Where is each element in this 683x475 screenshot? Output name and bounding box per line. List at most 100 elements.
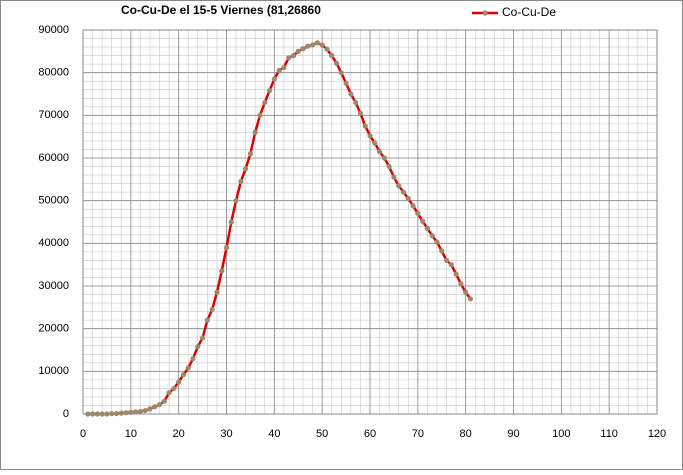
marker	[405, 195, 411, 202]
x-tick-label: 40	[268, 428, 280, 440]
marker	[195, 343, 201, 350]
marker	[238, 178, 244, 185]
marker	[338, 70, 344, 76]
marker	[185, 365, 191, 371]
legend-label: Co-Cu-De	[502, 5, 556, 19]
marker	[281, 64, 287, 71]
marker	[286, 55, 292, 61]
marker	[420, 218, 426, 224]
marker	[410, 203, 416, 209]
marker	[118, 410, 124, 416]
y-tick-label: 80000	[38, 67, 69, 79]
x-tick-label: 60	[364, 428, 376, 440]
marker	[348, 91, 354, 97]
marker	[156, 402, 163, 408]
x-tick-label: 80	[460, 428, 472, 440]
marker	[147, 406, 153, 412]
marker	[463, 289, 469, 295]
marker	[166, 390, 172, 396]
marker	[223, 245, 230, 251]
marker	[400, 189, 407, 195]
marker	[467, 296, 474, 302]
marker	[113, 410, 120, 417]
x-tick-label: 70	[412, 428, 424, 440]
marker	[233, 198, 239, 204]
marker	[142, 407, 148, 414]
marker	[89, 411, 96, 417]
marker	[257, 112, 263, 118]
marker	[123, 410, 129, 416]
marker	[333, 60, 340, 66]
marker	[434, 239, 440, 245]
marker	[133, 409, 139, 415]
y-tick-label: 0	[63, 408, 69, 420]
marker	[271, 76, 277, 82]
y-tick-label: 50000	[38, 195, 69, 207]
x-tick-label: 30	[220, 428, 232, 440]
marker	[458, 281, 464, 287]
marker	[176, 379, 182, 385]
x-tick-label: 110	[600, 428, 618, 440]
marker	[104, 411, 110, 417]
y-tick-label: 90000	[38, 24, 69, 36]
x-tick-label: 90	[507, 428, 519, 440]
marker	[190, 355, 196, 362]
marker	[396, 183, 402, 189]
y-tick-label: 30000	[38, 280, 69, 292]
marker	[391, 174, 397, 180]
y-tick-label: 10000	[38, 365, 69, 377]
marker	[276, 67, 282, 74]
marker	[290, 53, 297, 59]
marker	[99, 411, 105, 417]
marker	[300, 46, 306, 52]
y-tick-label: 70000	[38, 109, 69, 121]
marker	[372, 140, 378, 146]
legend-marker	[482, 10, 488, 16]
plot-border	[82, 29, 658, 415]
marker	[295, 48, 301, 54]
x-tick-label: 20	[173, 428, 185, 440]
x-tick-label: 100	[552, 428, 570, 440]
marker	[252, 129, 258, 135]
chart-title: Co-Cu-De el 15-5 Viernes (81,26860	[121, 3, 321, 17]
marker	[128, 409, 134, 415]
marker	[137, 408, 143, 415]
marker	[329, 53, 335, 59]
marker	[180, 372, 187, 378]
marker	[243, 166, 249, 172]
marker	[357, 110, 364, 116]
x-tick-label: 10	[125, 428, 137, 440]
marker	[214, 289, 220, 295]
marker	[85, 411, 91, 417]
marker	[424, 225, 430, 231]
marker	[161, 398, 167, 404]
marker	[367, 133, 373, 139]
marker	[448, 262, 454, 268]
marker	[262, 99, 268, 106]
marker	[353, 99, 359, 106]
marker	[228, 219, 234, 225]
marker	[376, 149, 383, 155]
marker	[199, 335, 206, 341]
marker	[362, 123, 368, 129]
marker	[152, 404, 158, 410]
y-tick-label: 40000	[38, 237, 69, 249]
marker	[343, 80, 349, 86]
marker	[219, 268, 225, 274]
marker	[310, 42, 316, 48]
y-tick-label: 20000	[38, 323, 69, 335]
marker	[429, 233, 435, 239]
marker	[305, 43, 311, 49]
marker	[319, 42, 325, 48]
marker	[453, 271, 459, 277]
marker	[381, 155, 387, 161]
marker	[439, 248, 445, 254]
marker	[266, 87, 273, 94]
marker	[247, 151, 254, 157]
marker	[209, 306, 215, 313]
marker	[204, 317, 210, 323]
marker	[109, 410, 115, 417]
x-tick-label: 120	[648, 428, 666, 440]
marker	[443, 257, 450, 263]
